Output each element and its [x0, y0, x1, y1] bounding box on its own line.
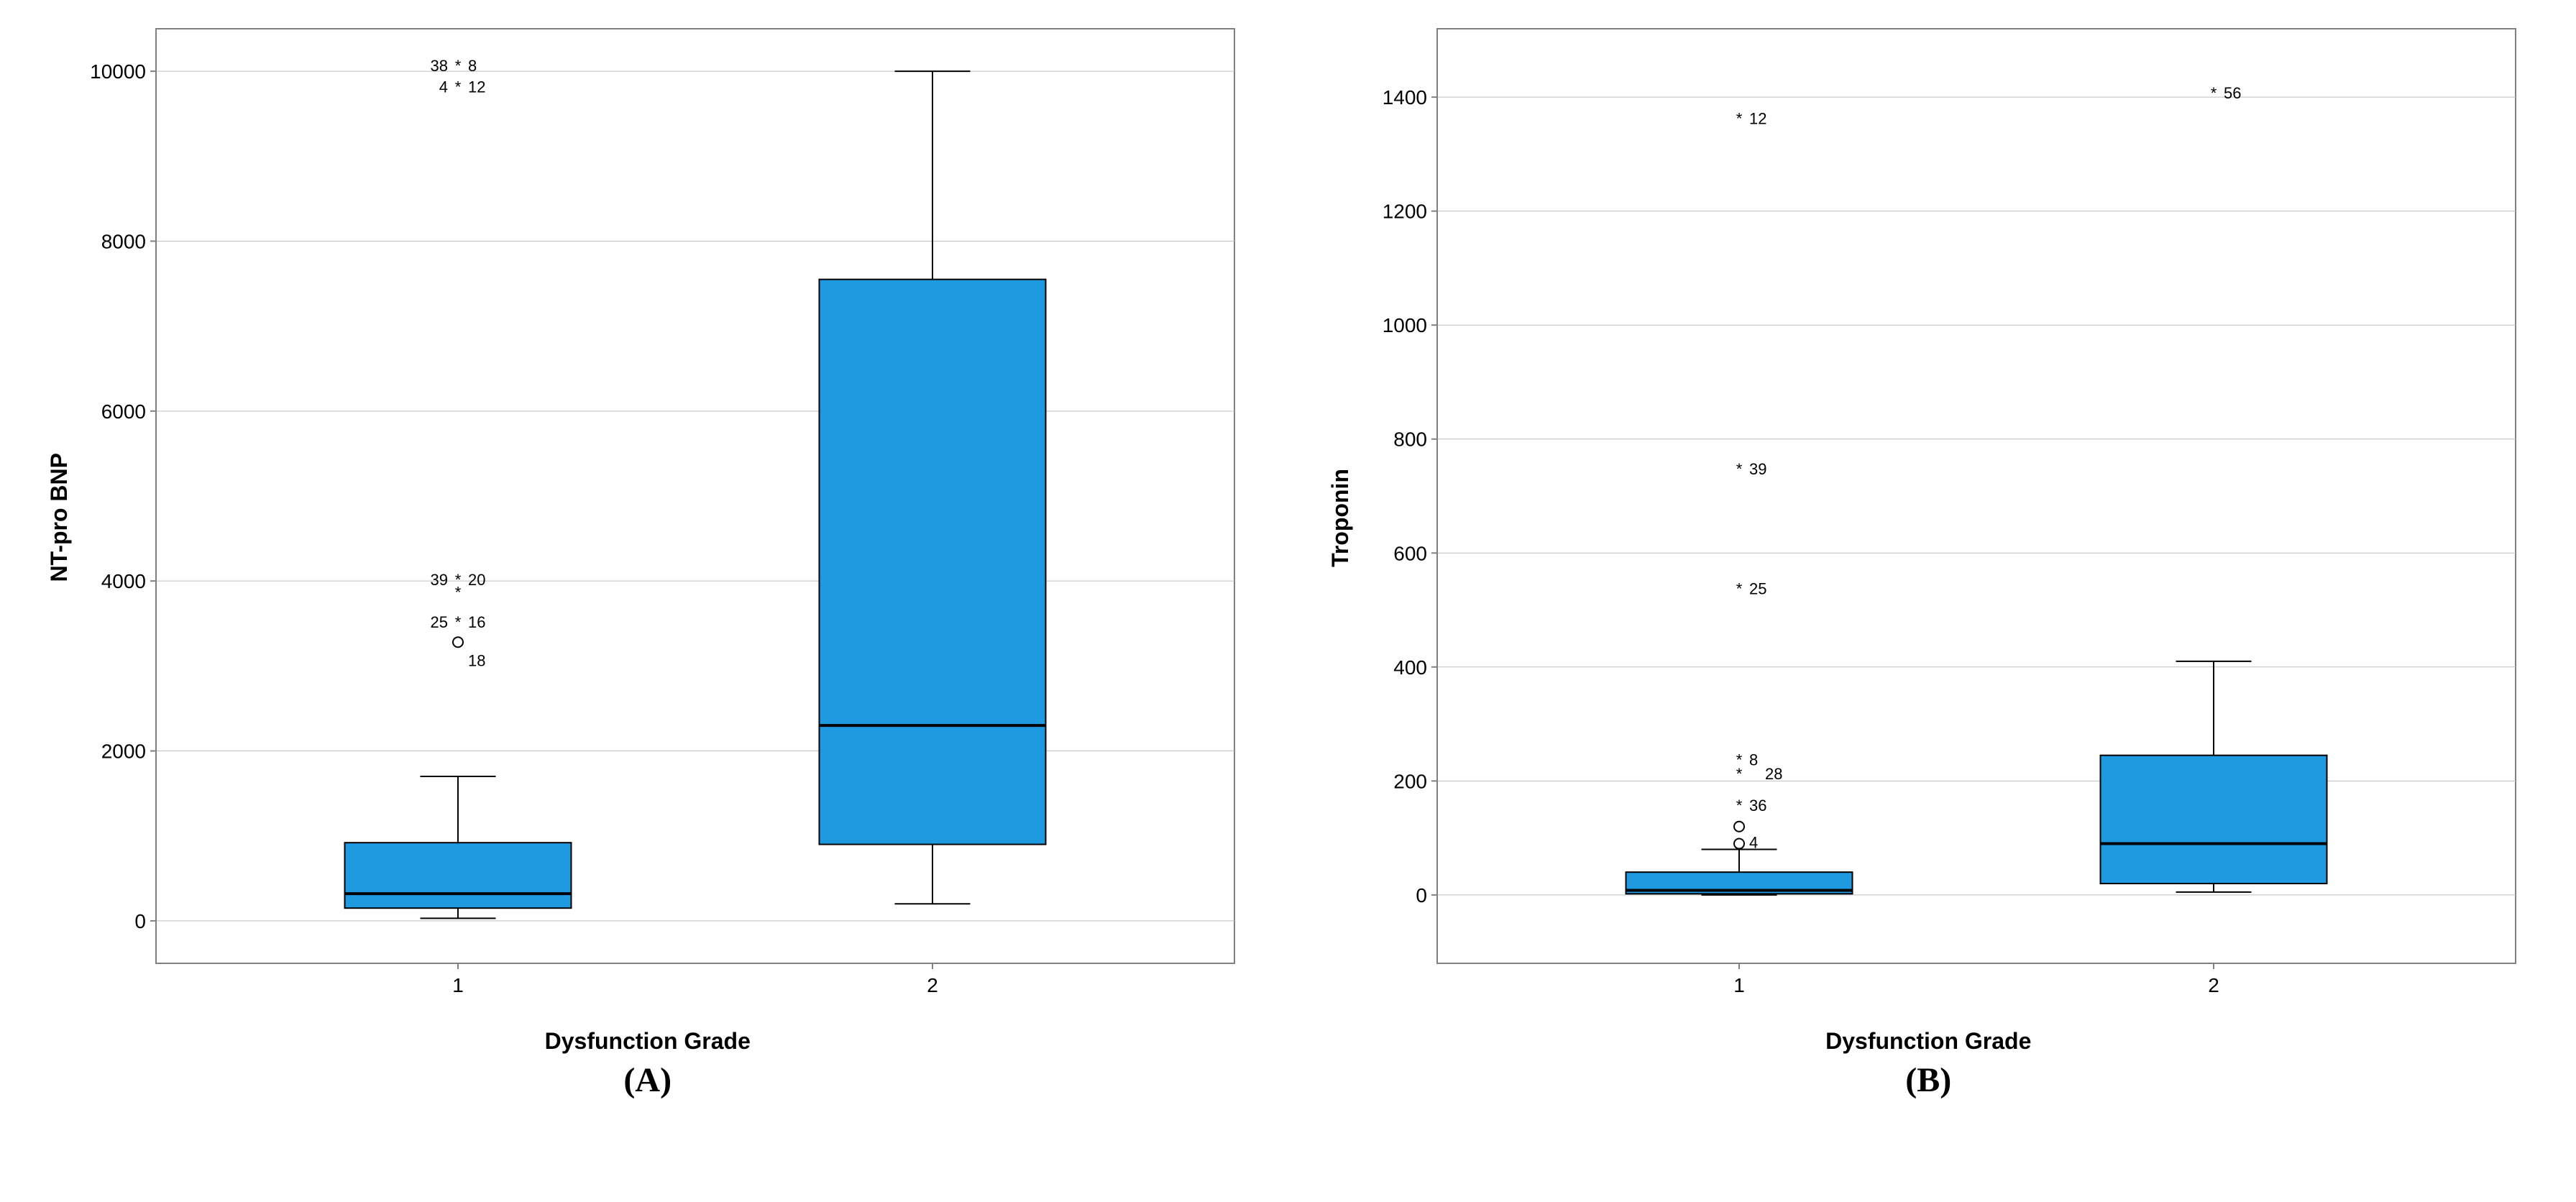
panel-b-xlabel: Dysfunction Grade — [1825, 1028, 2031, 1055]
svg-text:12: 12 — [468, 78, 485, 96]
svg-text:10000: 10000 — [90, 60, 146, 83]
panel-a-label: (A) — [623, 1060, 671, 1100]
svg-text:1: 1 — [452, 974, 464, 996]
svg-text:2: 2 — [2208, 974, 2219, 996]
svg-text:200: 200 — [1393, 770, 1427, 792]
svg-text:1400: 1400 — [1382, 86, 1426, 109]
svg-text:8000: 8000 — [101, 230, 146, 252]
svg-text:8: 8 — [468, 57, 477, 75]
svg-text:8: 8 — [1749, 751, 1758, 769]
svg-text:12: 12 — [1749, 110, 1766, 128]
svg-text:*: * — [1736, 110, 1742, 128]
svg-text:0: 0 — [1416, 884, 1427, 907]
svg-text:600: 600 — [1393, 542, 1427, 564]
svg-text:1000: 1000 — [1382, 314, 1426, 336]
panel-b-label: (B) — [1905, 1060, 1951, 1100]
svg-text:2000: 2000 — [101, 740, 146, 763]
svg-text:1: 1 — [1733, 974, 1745, 996]
svg-text:39: 39 — [431, 571, 448, 589]
svg-text:25: 25 — [431, 613, 448, 631]
svg-text:400: 400 — [1393, 656, 1427, 679]
svg-text:4000: 4000 — [101, 570, 146, 592]
svg-text:18: 18 — [468, 651, 485, 669]
svg-text:*: * — [455, 613, 462, 631]
svg-text:0: 0 — [135, 910, 147, 932]
panel-b-plotwrap: Troponin 020040060080010001200140012*12*… — [1327, 14, 2530, 1021]
svg-text:20: 20 — [468, 571, 485, 589]
svg-text:*: * — [455, 57, 462, 75]
svg-text:4: 4 — [439, 78, 448, 96]
svg-text:*: * — [455, 78, 462, 96]
panel-a-svg: 020004000600080001000012*388*412*3920**2… — [77, 14, 1249, 1021]
panel-a-plotwrap: NT-pro BNP 020004000600080001000012*388*… — [46, 14, 1249, 1021]
svg-text:*: * — [1736, 797, 1742, 815]
panel-a-xlabel: Dysfunction Grade — [545, 1028, 751, 1055]
figure: NT-pro BNP 020004000600080001000012*388*… — [0, 0, 2576, 1114]
panel-b-ylabel: Troponin — [1327, 469, 1354, 567]
svg-text:*: * — [1736, 460, 1742, 478]
svg-text:16: 16 — [468, 613, 485, 631]
svg-text:36: 36 — [1749, 797, 1766, 815]
svg-text:38: 38 — [431, 57, 448, 75]
panel-a-ylabel: NT-pro BNP — [46, 453, 73, 582]
svg-text:*: * — [1736, 580, 1742, 598]
svg-text:*: * — [455, 584, 462, 602]
svg-text:25: 25 — [1749, 580, 1766, 598]
panel-a: NT-pro BNP 020004000600080001000012*388*… — [46, 14, 1249, 1100]
svg-text:6000: 6000 — [101, 400, 146, 423]
svg-text:*: * — [1736, 765, 1742, 783]
svg-text:56: 56 — [2224, 84, 2241, 102]
svg-text:39: 39 — [1749, 460, 1766, 478]
svg-text:1200: 1200 — [1382, 201, 1426, 223]
svg-text:2: 2 — [927, 974, 938, 996]
panel-b: Troponin 020040060080010001200140012*12*… — [1327, 14, 2530, 1100]
svg-text:800: 800 — [1393, 428, 1427, 451]
svg-text:28: 28 — [1765, 765, 1782, 783]
panel-b-svg: 020040060080010001200140012*12*39*25*8*2… — [1358, 14, 2530, 1021]
svg-text:4: 4 — [1749, 833, 1758, 851]
svg-text:*: * — [2210, 84, 2217, 102]
